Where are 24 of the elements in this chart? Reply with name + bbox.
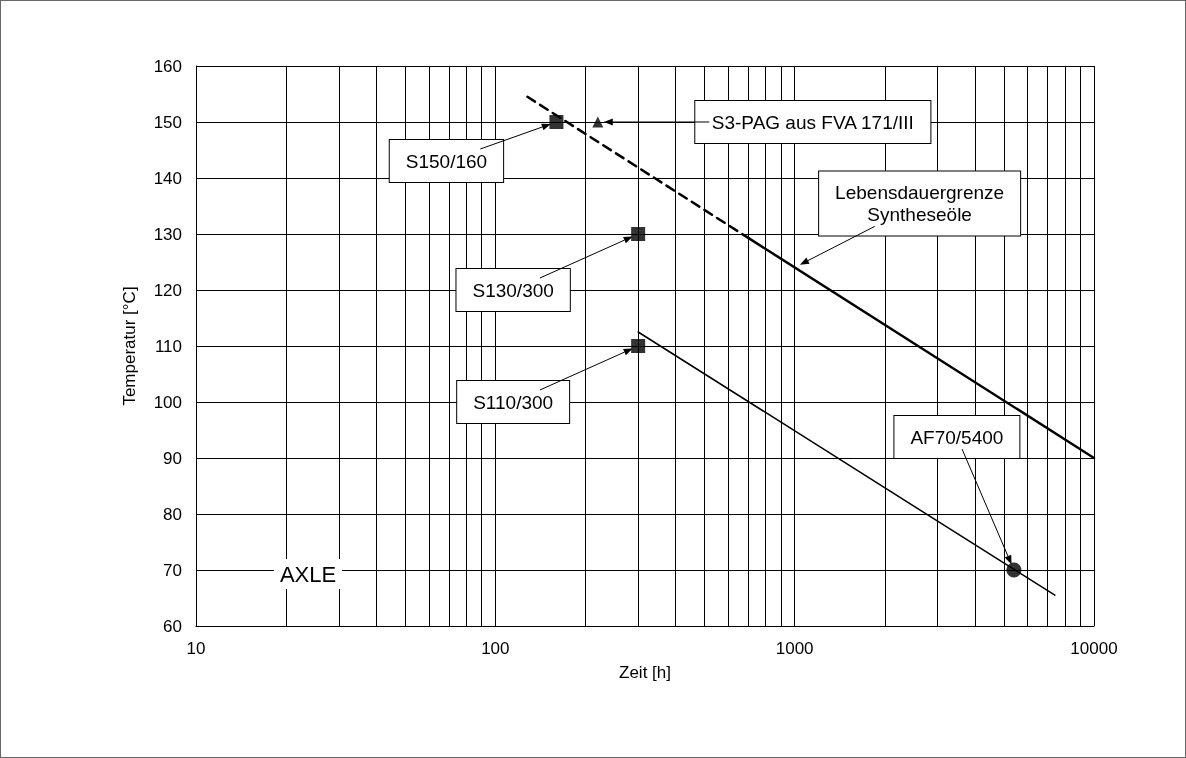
y-tick-label: 90 — [163, 448, 182, 468]
y-tick-label: 130 — [153, 224, 182, 244]
x-tick-label: 10 — [186, 639, 206, 658]
x-tick-label: 10000 — [1070, 639, 1118, 658]
x-tick-label: 100 — [481, 639, 510, 658]
annotation: AXLE — [279, 561, 337, 587]
y-tick-label: 60 — [163, 616, 182, 636]
x-tick-label: 1000 — [775, 639, 814, 658]
annotation: S130/300 — [472, 279, 554, 301]
y-tick-label: 140 — [153, 168, 182, 188]
annotation: S3-PAG aus FVA 171/III — [711, 111, 914, 133]
y-tick-label: 70 — [163, 560, 182, 580]
y-tick-label: 110 — [154, 336, 182, 356]
x-axis-title: Zeit [h] — [619, 663, 671, 682]
y-tick-label: 100 — [153, 392, 182, 412]
annotation: Lebensdauergrenze Syntheseöle — [835, 181, 1005, 225]
y-tick-label: 120 — [153, 280, 182, 300]
annotation: S110/300 — [473, 391, 554, 413]
annotation: S150/160 — [405, 150, 488, 172]
annotation: AF70/5400 — [910, 426, 1004, 448]
y-axis-title: Temperatur [°C] — [120, 286, 139, 406]
y-tick-label: 150 — [153, 112, 182, 132]
y-tick-label: 160 — [153, 56, 182, 76]
y-tick-label: 80 — [163, 504, 182, 524]
